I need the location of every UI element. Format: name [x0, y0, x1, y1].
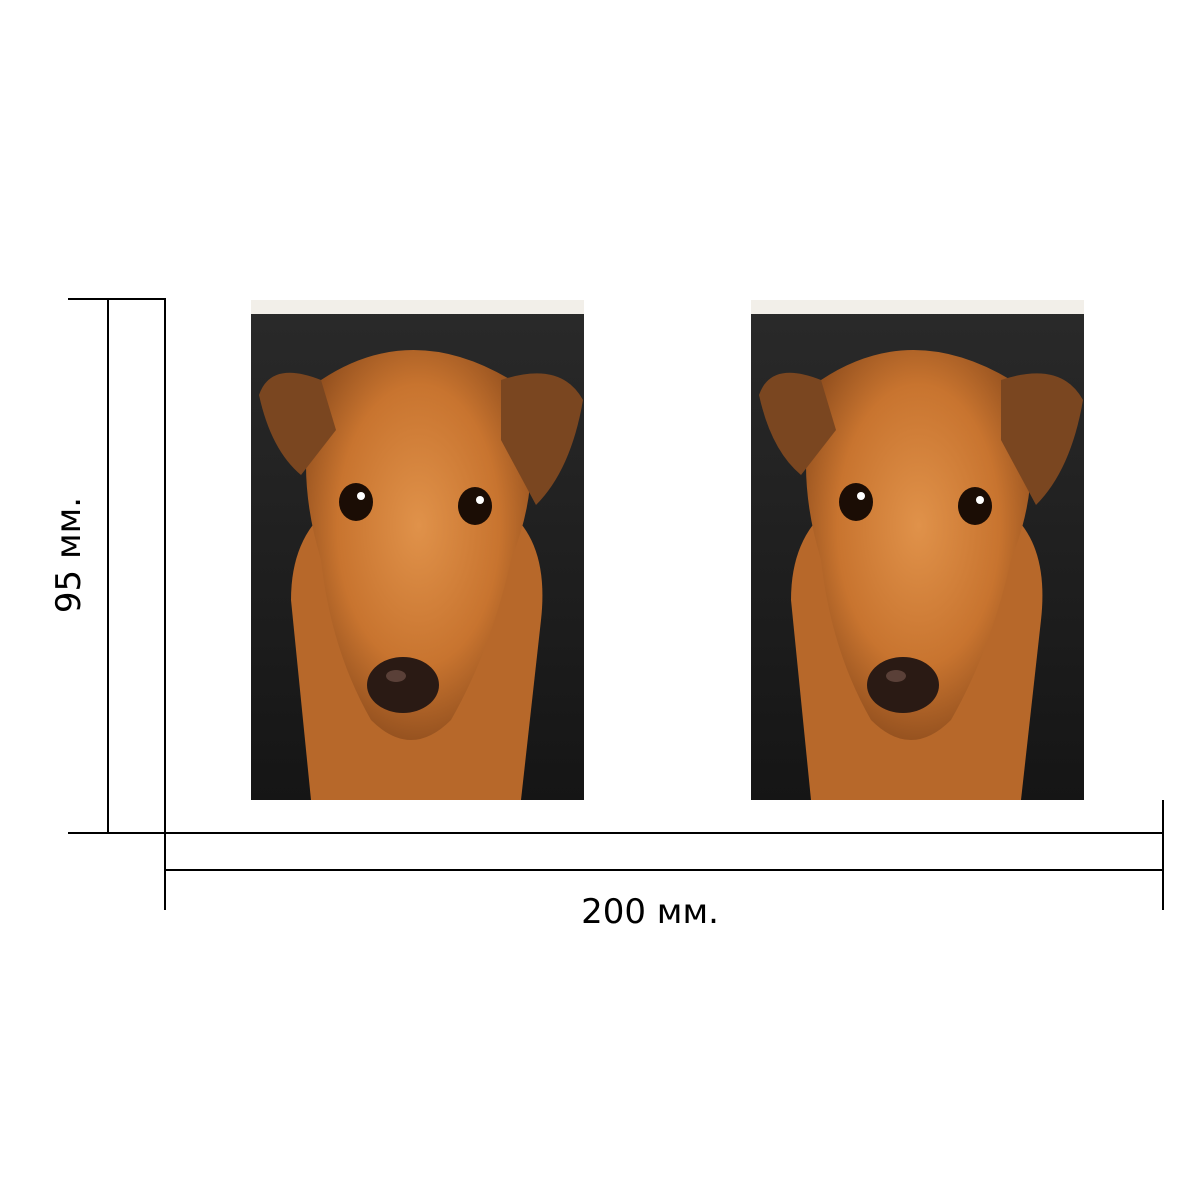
- height-dimension: 95 мм.: [49, 298, 166, 834]
- photo-left: [251, 300, 584, 800]
- width-label: 200 мм.: [581, 892, 719, 932]
- width-dimension: 200 мм.: [164, 800, 1164, 932]
- photo-right: [751, 300, 1084, 800]
- height-label: 95 мм.: [49, 497, 89, 613]
